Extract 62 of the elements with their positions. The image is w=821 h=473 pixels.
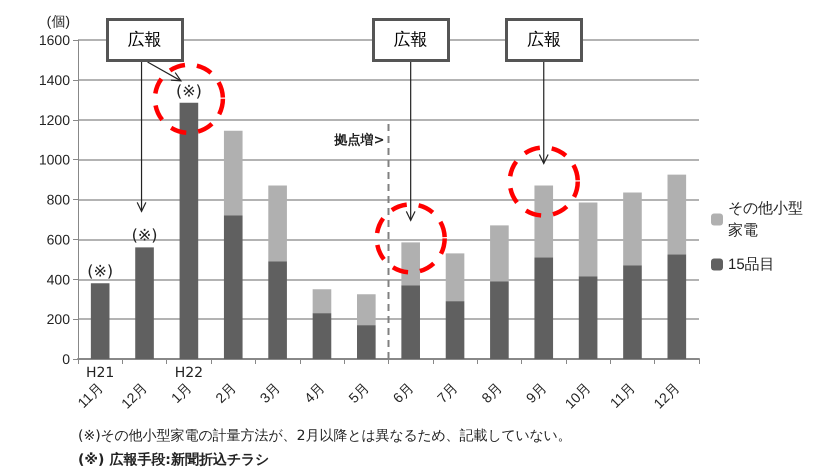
bar [578,276,598,359]
y-tick-label: 600 [46,231,70,248]
text: H22 [174,365,204,381]
y-tick-label: 800 [46,192,70,208]
x-tick-label: 7月 [434,379,461,406]
y-tick-label: 400 [46,271,70,288]
bar [401,285,420,359]
annotation: 広報 [504,18,583,62]
annotation: (※) [176,81,202,100]
annotation: (※) [87,262,114,281]
text: (※) 広報手段:新聞折込チラシ [78,451,269,469]
x-tick-label: 4月 [300,379,328,406]
bar [401,242,420,286]
y-tick-label: 1200 [38,112,70,128]
bar [224,215,243,359]
annotation: (※) [132,226,158,245]
y-tick-label: 0 [62,351,70,367]
bar [623,265,642,359]
x-tick-label: 2月 [212,379,239,406]
y-axis-title: (個) [46,13,70,29]
x-tick-label: 12月 [118,379,150,412]
x-tick-label: 11月 [74,379,106,411]
x-tick-label: 6月 [390,379,416,406]
ref-line-label: 拠点増> [334,132,384,149]
bar [135,247,154,359]
bar [224,130,243,216]
legend-label: 15品目 [728,256,775,273]
bar [623,192,642,266]
bar [268,261,287,359]
bar [268,186,287,262]
bar [534,186,554,258]
x-tick-label: 9月 [522,379,550,406]
bar [668,254,686,359]
x-tick-label: 11月 [606,379,638,411]
bar [490,281,509,359]
text: H21 [86,365,114,381]
y-tick-label: 1400 [38,72,70,88]
x-tick-label: 1月 [168,379,195,406]
bar [490,225,509,282]
y-tick-label: 1600 [38,32,70,48]
annotation: 広報 [106,18,184,62]
bar [668,174,686,254]
text: (※)その他小型家電の計量方法が、2月以降とは異なるため、記載していない。 [78,427,572,445]
bar [534,257,554,359]
x-tick-label: 8月 [478,379,506,406]
bar [357,294,376,326]
bar [90,283,110,359]
x-tick-label: 12月 [650,379,682,412]
x-tick-label: 10月 [562,379,594,412]
x-tick-label: 5月 [345,379,372,406]
bar [312,313,332,359]
bar [180,102,198,359]
bar [446,253,464,302]
bar [578,202,598,276]
legend-label: その他小型家電 [728,200,803,239]
y-tick-label: 1000 [38,152,70,168]
bar [446,301,464,359]
y-tick-label: 200 [46,311,70,328]
bar [357,325,376,359]
annotation: 広報 [372,18,450,62]
x-tick-label: 3月 [256,379,284,406]
bar [312,289,332,314]
